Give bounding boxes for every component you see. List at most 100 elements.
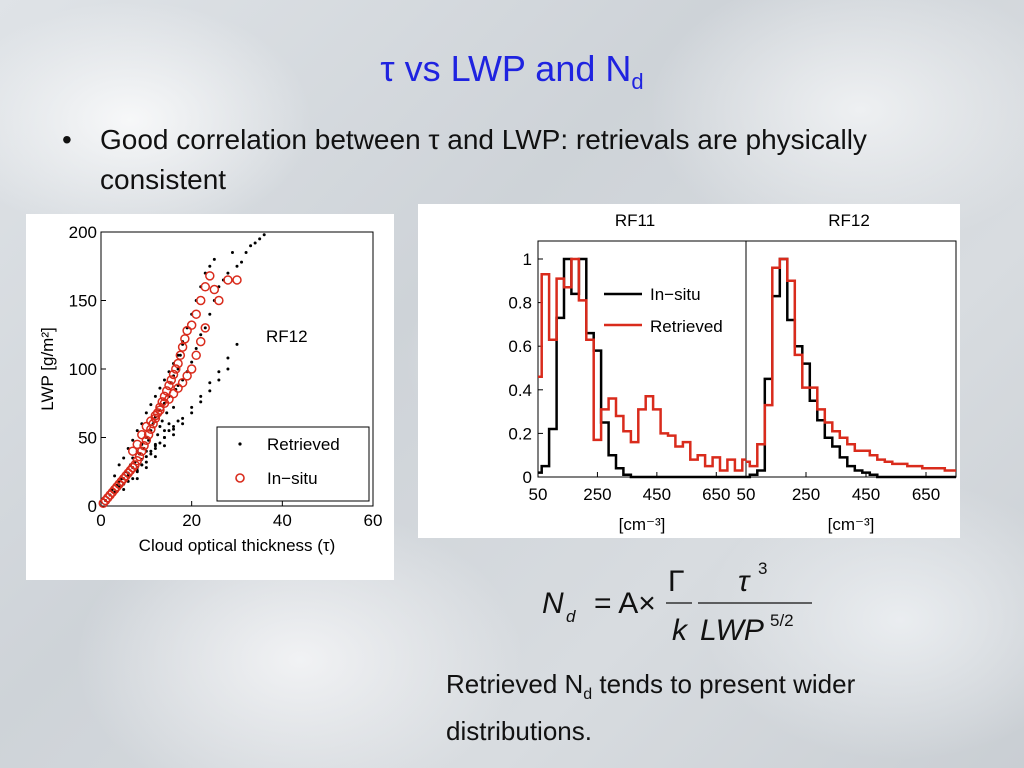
insitu-point [214, 295, 224, 306]
retrieved-point [235, 342, 239, 346]
eq-lhs: N [542, 587, 564, 620]
retrieved-point [172, 427, 176, 431]
retrieved-point [226, 356, 230, 360]
eq-lwp-exp: 5/2 [770, 611, 794, 630]
scatter-chart: 0 50 100 150 200 0 20 40 60 RF12 Cloud optical … [38, 223, 383, 555]
legend-insitu-marker [235, 473, 245, 483]
retrieved-point [153, 444, 157, 448]
histogram-panel: RF11 RF12 0 0.2 0.4 0.6 0.8 1 50 250 450 650 50 2… [418, 204, 960, 538]
insitu-point [164, 380, 174, 391]
scatter-legend-box [216, 426, 370, 502]
retrieved-point [140, 463, 144, 467]
insitu-point [200, 282, 211, 292]
scatter-legend: Retrieved In−situ [216, 426, 370, 502]
retrieved-point [199, 333, 203, 337]
retrieved-point [217, 378, 221, 382]
retrieved-point [235, 264, 239, 268]
retrieved-point [176, 419, 180, 423]
scatter-ytick-label: 0 [88, 497, 97, 516]
eq-equals: = A× [594, 587, 656, 620]
retrieved-point [117, 463, 121, 467]
retrieved-point [176, 367, 180, 371]
insitu-point [195, 336, 206, 347]
retrieved-point [144, 460, 148, 464]
retrieved-point [144, 411, 148, 415]
retrieved-point [158, 425, 162, 429]
insitu-point [182, 325, 192, 336]
insitu-point [191, 309, 201, 319]
retrieved-point [167, 422, 171, 426]
insitu-point [100, 495, 111, 506]
insitu-point [103, 493, 113, 503]
insitu-point [127, 462, 138, 473]
scatter-panel: 0 50 100 150 200 0 20 40 60 RF12 Cloud optical … [26, 214, 394, 580]
insitu-point [155, 405, 165, 415]
retrieved-point [122, 488, 126, 492]
hist-ytick-label: 0.2 [508, 424, 532, 443]
eq-lwp: LWP [700, 614, 764, 647]
insitu-point [177, 342, 188, 352]
insitu-point [164, 394, 174, 404]
insitu-point [173, 358, 183, 369]
rf11-title: RF11 [615, 211, 655, 230]
hist-ytick-label: 0.6 [508, 337, 532, 356]
legend-insitu-label: In−situ [267, 469, 318, 488]
eq-gamma: Γ [668, 565, 685, 598]
eq-lhs-sub: d [566, 607, 576, 626]
retrieved-point [162, 436, 166, 439]
insitu-point [223, 275, 233, 285]
retrieved-point [165, 411, 169, 415]
bullet-marker: • [62, 124, 72, 155]
scatter-annotation: RF12 [266, 327, 308, 346]
retrieved-point [194, 346, 198, 350]
scatter-ytick-label: 150 [69, 292, 97, 311]
hist-ytick-label: 0.8 [508, 294, 532, 313]
insitu-point [118, 473, 129, 484]
insitu-point [186, 320, 197, 330]
retrieved-point [244, 251, 248, 255]
insitu-point [109, 484, 120, 495]
retrieved-point [153, 446, 157, 450]
insitu-point [205, 271, 215, 281]
retrieved-point [176, 353, 180, 357]
retrieved-point [172, 405, 176, 409]
rf12-xtick-label: 650 [912, 485, 940, 504]
retrieved-point [172, 433, 176, 437]
histogram-legend: In−situ Retrieved [604, 285, 723, 336]
retrieved-point [149, 449, 153, 453]
rf12-xlabel: [cm⁻³] [828, 515, 875, 534]
insitu-point [209, 284, 220, 295]
legend-retrieved-label: Retrieved [267, 435, 340, 454]
insitu-point [116, 476, 127, 487]
scatter-xtick-label: 40 [273, 511, 292, 530]
retrieved-point [190, 360, 194, 364]
scatter-xtick-label: 60 [364, 511, 383, 530]
insitu-point [141, 421, 152, 432]
retrieved-point [153, 394, 157, 398]
retrieved-point [135, 470, 139, 474]
legend-retrieved-marker [238, 442, 242, 446]
insitu-point [141, 435, 152, 445]
caption-text: Retrieved Nd tends to present wider dist… [446, 669, 856, 747]
insitu-point [112, 482, 122, 492]
insitu-point [137, 430, 147, 440]
rf11-xtick-label: 250 [583, 485, 611, 504]
insitu-point [139, 440, 149, 451]
insitu-point [123, 468, 133, 478]
retrieved-point [262, 233, 266, 237]
retrieved-point [253, 241, 257, 245]
retrieved-point [135, 429, 139, 433]
insitu-point [137, 446, 147, 456]
scatter-ytick-label: 50 [78, 429, 97, 448]
retrieved-point [144, 466, 148, 470]
rf12-title: RF12 [828, 211, 870, 230]
rf11-xtick-label: 50 [529, 485, 548, 504]
retrieved-point [158, 386, 162, 390]
retrieved-point [162, 378, 166, 382]
retrieved-point [217, 370, 221, 374]
rf11-insitu-line [538, 257, 746, 479]
retrieved-point [181, 416, 185, 420]
rf12-plot-frame [745, 240, 957, 478]
retrieved-point [212, 257, 216, 261]
rf12-retrieved-line [746, 257, 956, 472]
